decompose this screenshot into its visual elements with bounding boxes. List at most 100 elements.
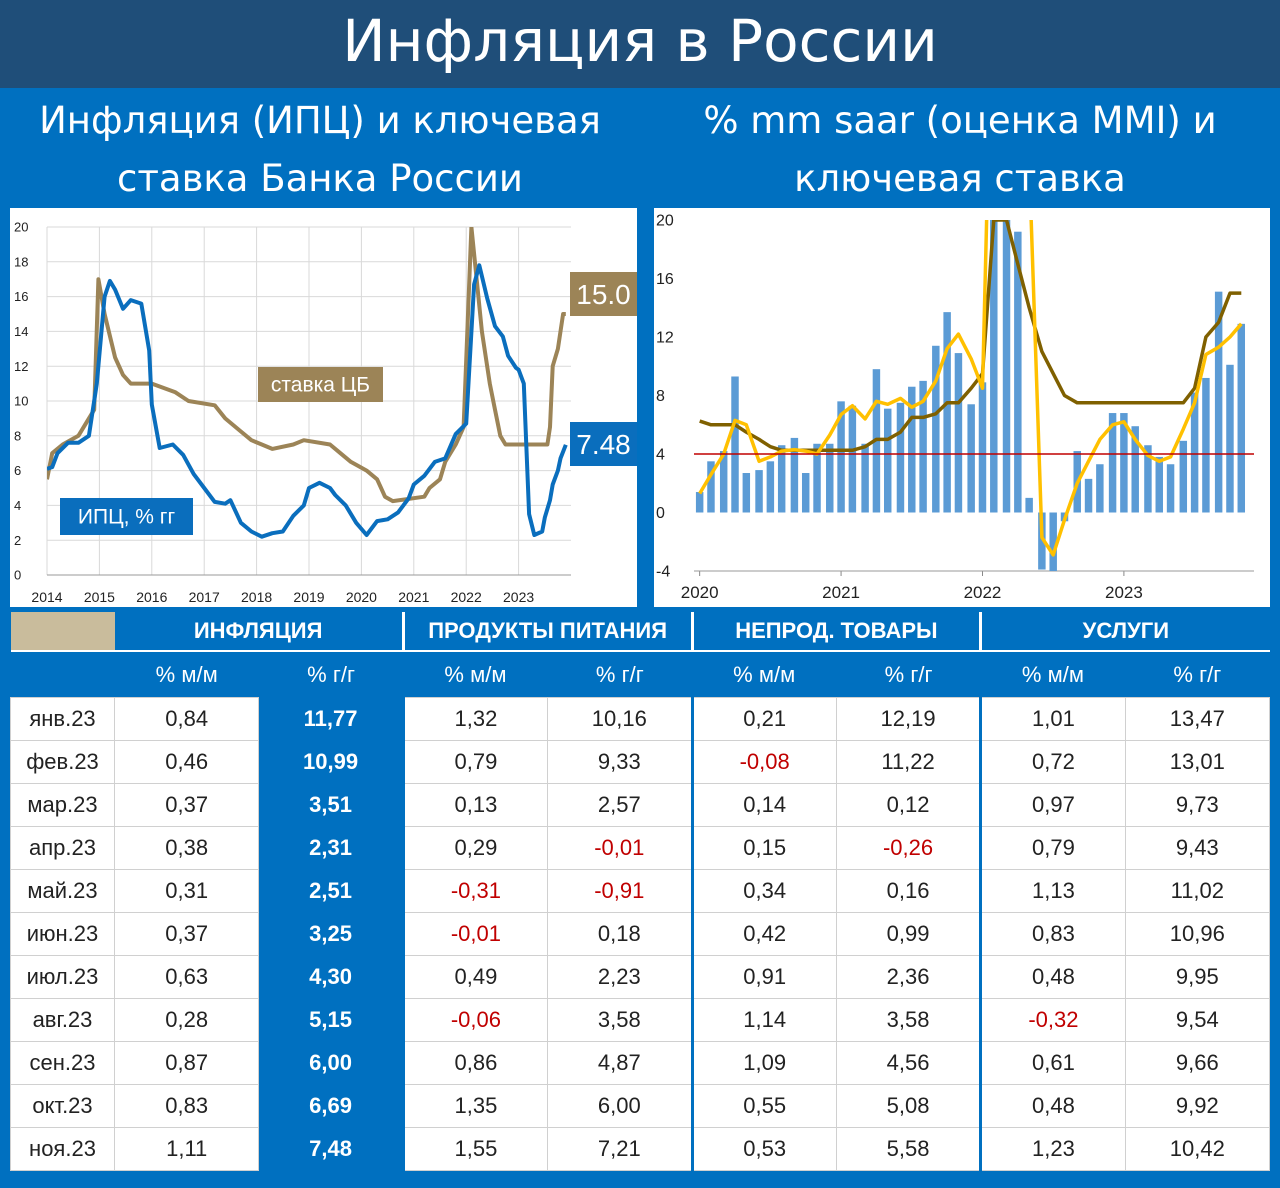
x-tick-label: 2023 <box>503 589 534 605</box>
bar <box>908 386 916 513</box>
y-tick-label: 18 <box>14 254 28 269</box>
cell: 0,63 <box>113 955 260 999</box>
cell: 0,38 <box>113 826 260 870</box>
bar <box>967 404 975 513</box>
cell: 5,08 <box>835 1084 982 1128</box>
bar <box>1108 413 1117 513</box>
cell: 9,95 <box>1124 955 1271 999</box>
subheader: % м/м <box>114 650 259 698</box>
bar <box>777 445 786 513</box>
chart-title: % mm saar (оценка MMI) и ключевая ставка <box>703 99 1217 200</box>
group-header: УСЛУГИ <box>979 612 1270 651</box>
bar <box>1038 512 1046 570</box>
bar <box>1025 497 1033 513</box>
bar <box>896 402 905 513</box>
x-tick-label: 2017 <box>189 589 220 605</box>
y-tick-label: 12 <box>656 330 674 347</box>
y-tick-label: 0 <box>14 568 21 583</box>
y-tick-label: 8 <box>14 428 21 443</box>
cell: 1,14 <box>690 998 837 1042</box>
cell: 3,58 <box>547 998 693 1042</box>
cell: -0,01 <box>401 912 549 956</box>
bar <box>766 461 775 513</box>
row-label: май.23 <box>10 869 115 913</box>
table-row: ноя.23 1,11 7,48 1,55 7,21 0,53 5,58 1,23 10,42 <box>10 1127 1271 1171</box>
cell: 11,22 <box>835 740 982 784</box>
y-tick-label: 2 <box>14 533 21 548</box>
end-label-box <box>570 422 637 466</box>
x-tick-label: 2018 <box>241 589 272 605</box>
header-row: ИНФЛЯЦИЯ ПРОДУКТЫ ПИТАНИЯ НЕПРОД. ТОВАРЫ УС… <box>10 612 1270 651</box>
cell: -0,26 <box>835 826 982 870</box>
row-label: ноя.23 <box>10 1127 115 1171</box>
table-row: июл.23 0,63 4,30 0,49 2,23 0,91 2,36 0,48 9,95 <box>10 955 1271 999</box>
cell: 1,35 <box>401 1084 549 1128</box>
cell: 2,51 <box>258 869 404 913</box>
x-tick-label: 2022 <box>451 589 482 605</box>
cell: 13,47 <box>1124 697 1271 741</box>
cell: 0,13 <box>401 783 549 827</box>
cell: 0,29 <box>401 826 549 870</box>
cell: 2,31 <box>258 826 404 870</box>
cell: 1,13 <box>979 869 1126 913</box>
y-tick-label: 12 <box>14 359 28 374</box>
chart-title: Инфляция (ИПЦ) и ключевая ставка Банка Р… <box>39 99 601 200</box>
row-label: июн.23 <box>10 912 115 956</box>
cell: 0,72 <box>979 740 1126 784</box>
table-row: окт.23 0,83 6,69 1,35 6,00 0,55 5,08 0,48 9,92 <box>10 1084 1271 1128</box>
y-tick-label: 0 <box>656 505 665 522</box>
cell: -0,31 <box>401 869 549 913</box>
cell: 12,19 <box>835 697 982 741</box>
subheader: % г/г <box>1125 650 1270 698</box>
bar <box>861 443 869 513</box>
subheader: % г/г <box>836 650 981 698</box>
cell: 1,09 <box>690 1041 837 1085</box>
bar <box>1120 413 1128 513</box>
x-tick-label: 2022 <box>964 583 1002 602</box>
chart: 0 2 4 6 8 10 12 14 16 18 20 2014 2015 2016 2017 2018 201… <box>14 220 637 605</box>
subheader: % м/м <box>692 650 837 698</box>
bar <box>1131 426 1139 513</box>
cell: 0,21 <box>690 697 837 741</box>
bar <box>1155 456 1163 513</box>
cell: 4,30 <box>258 955 404 999</box>
cell: 3,58 <box>835 998 982 1042</box>
bar <box>813 443 821 513</box>
row-label: сен.23 <box>10 1041 115 1085</box>
row-label: июл.23 <box>10 955 115 999</box>
bar <box>790 437 799 513</box>
cell: 4,87 <box>547 1041 693 1085</box>
cell: -0,06 <box>401 998 549 1042</box>
cell: 0,84 <box>113 697 260 741</box>
bar <box>695 492 704 513</box>
cell: 0,46 <box>113 740 260 784</box>
table-row: фев.23 0,46 10,99 0,79 9,33 -0,08 11,22 0,72 13,… <box>10 740 1271 784</box>
table: ИНФЛЯЦИЯ ПРОДУКТЫ ПИТАНИЯ НЕПРОД. ТОВАРЫ УС… <box>10 612 1271 1171</box>
cell: 0,37 <box>113 912 260 956</box>
x-tick-label: 2023 <box>1105 583 1143 602</box>
bar <box>731 376 739 513</box>
y-tick-label: 8 <box>656 388 665 405</box>
cell: 6,69 <box>258 1084 404 1128</box>
cell: 13,01 <box>1124 740 1271 784</box>
cell: 0,28 <box>113 998 260 1042</box>
y-tick-label: 16 <box>656 271 674 288</box>
cell: 2,23 <box>547 955 693 999</box>
corner-cell <box>10 612 115 651</box>
cell: 0,16 <box>835 869 982 913</box>
cell: 0,83 <box>979 912 1126 956</box>
bar <box>1237 323 1246 513</box>
bar <box>837 401 845 513</box>
table-row: июн.23 0,37 3,25 -0,01 0,18 0,42 0,99 0,83 10,96 <box>10 912 1271 956</box>
y-tick-label: -4 <box>656 564 670 581</box>
cell: 0,34 <box>690 869 837 913</box>
bar <box>1190 392 1199 513</box>
cell: 0,49 <box>401 955 549 999</box>
cell: 1,11 <box>113 1127 260 1171</box>
cell: 9,66 <box>1124 1041 1271 1085</box>
bar <box>719 451 728 513</box>
cell: 10,96 <box>1124 912 1271 956</box>
bar <box>1214 291 1223 513</box>
group-header: ИНФЛЯЦИЯ <box>114 612 404 651</box>
bar <box>742 473 751 513</box>
